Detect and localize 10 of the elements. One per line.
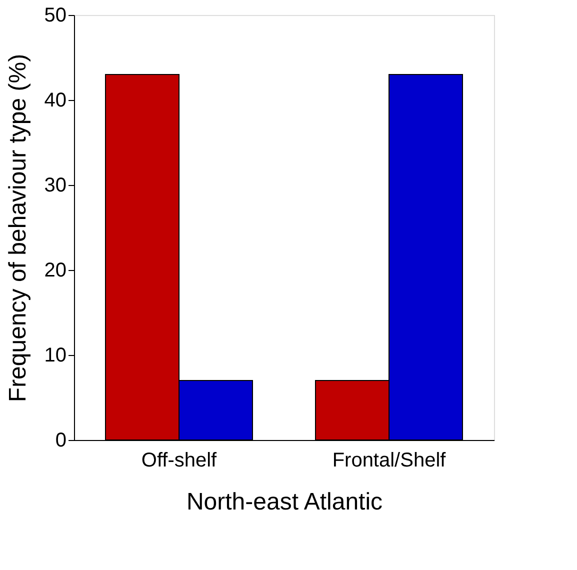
y-tick-label: 10 — [44, 344, 66, 366]
y-tick-label: 50 — [44, 4, 66, 26]
x-tick-label: Frontal/Shelf — [332, 450, 446, 472]
y-tick-label: 40 — [44, 90, 66, 112]
x-tick-label: Off-shelf — [141, 450, 218, 472]
x-axis-title: North-east Atlantic — [186, 488, 383, 516]
y-tick-label: 0 — [55, 430, 66, 452]
y-tick-label: 30 — [44, 174, 66, 196]
y-axis-title: Frequency of behaviour type (%) — [4, 54, 32, 402]
y-tick-label: 20 — [44, 260, 66, 282]
